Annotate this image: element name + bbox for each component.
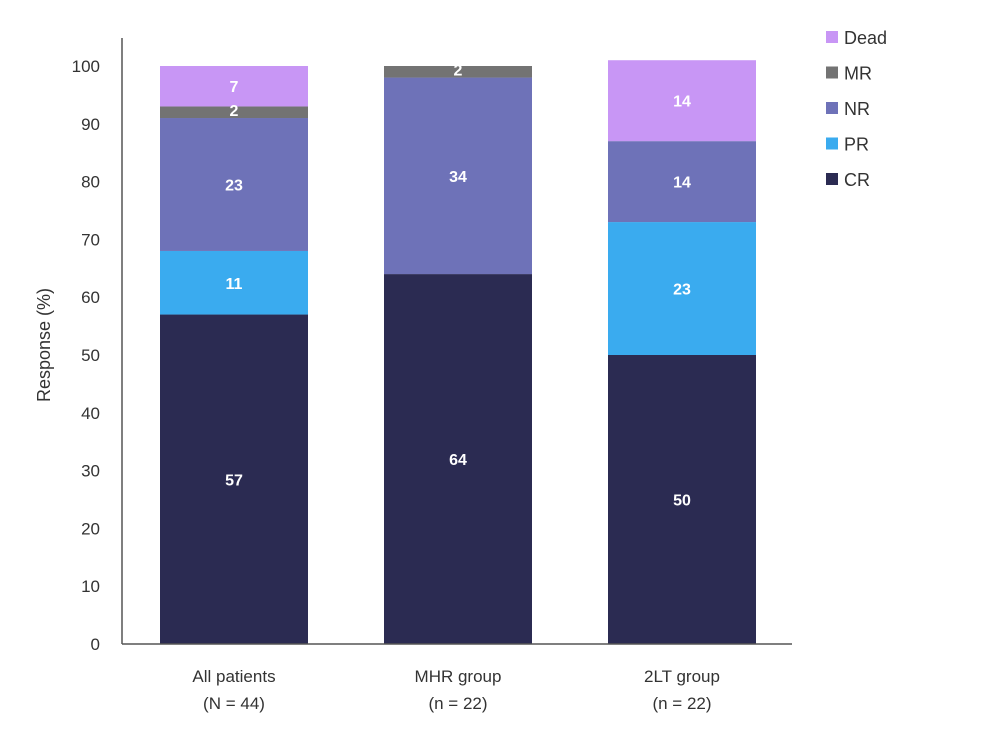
y-tick-label: 40 xyxy=(81,404,100,423)
data-labels-layer: 57 11 23 2 7 64 34 2 50 23 14 14 xyxy=(225,63,691,510)
x-category-sublabel: (N = 44) xyxy=(203,694,265,713)
bar-segment-cr xyxy=(384,274,532,644)
data-label: 14 xyxy=(673,175,691,192)
x-category-sublabel: (n = 22) xyxy=(652,694,711,713)
y-ticks: 0 10 20 30 40 50 60 70 80 90 100 xyxy=(72,57,100,654)
bar-segment-cr xyxy=(160,314,308,644)
y-axis-label: Response (%) xyxy=(34,288,54,402)
y-tick-label: 90 xyxy=(81,115,100,134)
data-label: 7 xyxy=(230,79,239,96)
y-tick-label: 20 xyxy=(81,519,100,538)
bar-segment-nr xyxy=(608,141,756,223)
y-tick-label: 60 xyxy=(81,288,100,307)
legend-label: Dead xyxy=(844,28,887,48)
y-tick-label: 70 xyxy=(81,230,100,249)
legend-label: PR xyxy=(844,135,869,155)
x-categories: All patients (N = 44) MHR group (n = 22) 2LT… xyxy=(192,667,720,713)
data-label: 57 xyxy=(225,472,243,489)
bar-segment-dead xyxy=(160,66,308,107)
y-tick-label: 80 xyxy=(81,173,100,192)
bar-segment-cr xyxy=(608,355,756,644)
data-label: 14 xyxy=(673,94,691,111)
bar-segment-nr xyxy=(384,77,532,275)
bar-segment-pr xyxy=(160,250,308,315)
y-tick-label: 100 xyxy=(72,57,100,76)
legend-swatch-dead xyxy=(826,31,838,43)
data-label: 23 xyxy=(673,282,691,299)
bar-segment-mr xyxy=(384,66,532,78)
legend-swatch-nr xyxy=(826,102,838,114)
y-tick-label: 10 xyxy=(81,577,100,596)
bar-segment-mr xyxy=(160,106,308,119)
y-tick-label: 30 xyxy=(81,462,100,481)
data-label: 50 xyxy=(673,493,691,510)
data-label: 23 xyxy=(225,177,243,194)
legend-label: NR xyxy=(844,99,870,119)
data-label: 2 xyxy=(230,103,239,120)
legend-swatch-pr xyxy=(826,137,838,150)
data-label: 11 xyxy=(226,276,243,293)
data-label: 34 xyxy=(449,169,467,186)
x-category-label: 2LT group xyxy=(644,667,720,686)
legend-swatch-mr xyxy=(826,66,838,79)
legend: Dead MR NR PR CR xyxy=(826,28,887,190)
x-category-sublabel: (n = 22) xyxy=(428,694,487,713)
y-tick-label: 0 xyxy=(91,635,100,654)
legend-swatch-cr xyxy=(826,173,838,185)
data-label: 2 xyxy=(454,63,463,80)
data-label: 64 xyxy=(449,452,467,469)
y-tick-label: 50 xyxy=(81,346,100,365)
x-category-label: All patients xyxy=(192,667,275,686)
bars-layer xyxy=(160,60,756,644)
bar-segment-dead xyxy=(608,60,756,142)
bar-segment-pr xyxy=(608,222,756,355)
legend-label: CR xyxy=(844,170,870,190)
x-category-label: MHR group xyxy=(415,667,502,686)
bar-segment-nr xyxy=(160,118,308,251)
legend-label: MR xyxy=(844,64,872,84)
